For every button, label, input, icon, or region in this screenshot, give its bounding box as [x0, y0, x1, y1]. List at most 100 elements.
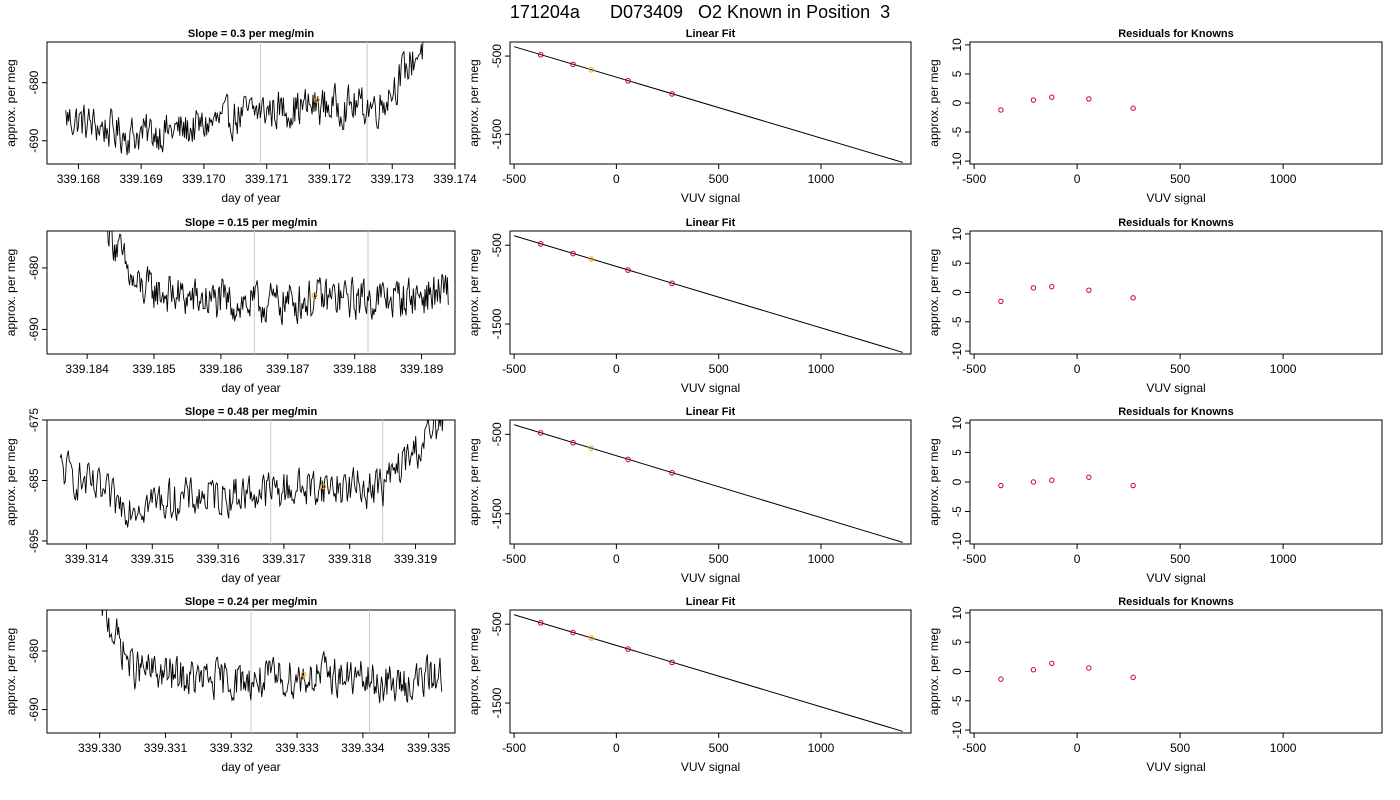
- panel-fit-4: Linear Fit -500 0 500 1000 VUV signal -500 -150…: [467, 596, 912, 774]
- known-point: [625, 646, 631, 652]
- x-tick-label: 0: [1074, 362, 1081, 376]
- panel-timeseries-3: Slope = 0.48 per meg/min 339.314 339.315 33…: [4, 406, 456, 585]
- plot-frame: [969, 419, 1383, 545]
- x-axis-label: day of year: [221, 191, 280, 205]
- highlight-point: [311, 292, 318, 299]
- y-tick-label: -690: [27, 697, 41, 721]
- panel-title: Residuals for Knowns: [1118, 406, 1234, 418]
- panel-title: Slope = 0.15 per meg/min: [185, 217, 318, 229]
- x-tick-label: 500: [709, 552, 729, 566]
- residual-point: [1049, 283, 1055, 290]
- y-axis-label: approx. per meg: [927, 628, 941, 715]
- x-axis-label: day of year: [221, 571, 280, 585]
- plot-frame: [509, 419, 912, 545]
- x-tick-label: 339.331: [144, 741, 188, 755]
- known-point: [537, 241, 544, 247]
- panel-fit-1: Linear Fit -500 0 500 1000 VUV signal -500 -150…: [467, 28, 912, 205]
- known-point: [570, 61, 576, 68]
- x-tick-label: -500: [502, 172, 526, 186]
- x-tick-label: 339.335: [407, 741, 451, 755]
- panel-title: Slope = 0.48 per meg/min: [185, 406, 318, 418]
- plot-area: [101, 610, 443, 733]
- y-tick-label: 5: [950, 639, 964, 646]
- y-tick-label: 0: [950, 289, 964, 296]
- plot-frame: [509, 41, 912, 165]
- timeseries-trace: [101, 610, 443, 704]
- x-axis-label: VUV signal: [681, 191, 740, 205]
- y-tick-label: -1500: [490, 119, 504, 150]
- panel-title: Linear Fit: [686, 217, 736, 229]
- panel-residual-3: Residuals for Knowns -500 0 500 1000 VUV sign…: [927, 406, 1383, 585]
- timeseries-trace: [59, 420, 444, 528]
- y-tick-label: 10: [950, 227, 964, 241]
- highlight-point: [300, 671, 307, 678]
- x-tick-label: 500: [1170, 552, 1190, 566]
- y-tick-label: -500: [490, 44, 504, 68]
- plot-area: [59, 420, 444, 544]
- plot-area: [998, 660, 1136, 682]
- panel-title: Slope = 0.3 per meg/min: [188, 28, 315, 40]
- panel-fit-2: Linear Fit -500 0 500 1000 VUV signal -500 -150…: [467, 217, 912, 395]
- known-point: [625, 77, 631, 84]
- panel-timeseries-2: Slope = 0.15 per meg/min 339.184 339.185 33…: [4, 217, 456, 395]
- y-tick-label: -690: [27, 128, 41, 152]
- panel-residual-2: Residuals for Knowns -500 0 500 1000 VUV sign…: [927, 217, 1383, 395]
- residual-point: [998, 298, 1004, 304]
- x-tick-label: 1000: [1270, 741, 1297, 755]
- y-tick-label: -1500: [490, 687, 504, 718]
- fit-line: [513, 614, 903, 732]
- highlight-point: [588, 445, 595, 452]
- x-tick-label: -500: [962, 362, 986, 376]
- residual-point: [1030, 479, 1037, 485]
- plot-frame: [969, 41, 1383, 165]
- timeseries-trace: [65, 42, 424, 156]
- panel-residual-1: Residuals for Knowns -500 0 500 1000 VUV sign…: [927, 28, 1383, 205]
- y-tick-label: -10: [950, 721, 964, 739]
- x-tick-label: 339.319: [394, 552, 438, 566]
- x-tick-label: -500: [962, 552, 986, 566]
- panel-residual-4: Residuals for Knowns -500 0 500 1000 VUV sign…: [927, 596, 1383, 774]
- x-tick-label: 500: [1170, 741, 1190, 755]
- y-tick-label: -5: [950, 126, 964, 137]
- x-tick-label: 0: [1074, 741, 1081, 755]
- x-tick-label: 0: [1074, 552, 1081, 566]
- residual-point: [1030, 285, 1037, 291]
- y-tick-label: 0: [950, 99, 964, 106]
- x-tick-label: -500: [502, 362, 526, 376]
- x-tick-label: 339.170: [182, 172, 226, 186]
- y-axis-label: approx. per meg: [927, 249, 941, 336]
- y-tick-label: -10: [950, 152, 964, 170]
- y-tick-label: -685: [27, 468, 41, 492]
- panel-fit-3: Linear Fit -500 0 500 1000 VUV signal -500 -150…: [467, 406, 912, 585]
- plot-area: [513, 46, 903, 163]
- residual-point: [998, 107, 1004, 113]
- highlight-point: [314, 97, 320, 103]
- y-axis-label: approx. per meg: [4, 249, 18, 336]
- known-point: [537, 430, 544, 436]
- known-point: [625, 456, 631, 463]
- x-tick-label: 339.174: [433, 172, 477, 186]
- x-tick-label: 339.314: [65, 552, 109, 566]
- x-tick-label: 339.318: [328, 552, 372, 566]
- panel-title: Linear Fit: [686, 596, 736, 608]
- residual-point: [1130, 674, 1136, 681]
- y-tick-label: -10: [950, 532, 964, 550]
- plot-area: [998, 474, 1136, 489]
- plot-area: [107, 231, 449, 354]
- x-tick-label: 1000: [808, 172, 835, 186]
- x-tick-label: 339.187: [266, 362, 310, 376]
- residual-point: [1030, 667, 1037, 673]
- plot-area: [65, 42, 424, 164]
- residual-point: [1049, 94, 1055, 100]
- x-axis-label: day of year: [221, 381, 280, 395]
- x-axis-label: VUV signal: [1146, 381, 1205, 395]
- y-axis-label: approx. per meg: [4, 628, 18, 715]
- y-tick-label: 10: [950, 416, 964, 430]
- x-tick-label: 339.333: [275, 741, 319, 755]
- known-point: [669, 469, 675, 476]
- x-axis-label: VUV signal: [681, 571, 740, 585]
- x-axis-label: day of year: [221, 760, 280, 774]
- x-tick-label: 339.315: [131, 552, 175, 566]
- y-tick-label: -10: [950, 342, 964, 360]
